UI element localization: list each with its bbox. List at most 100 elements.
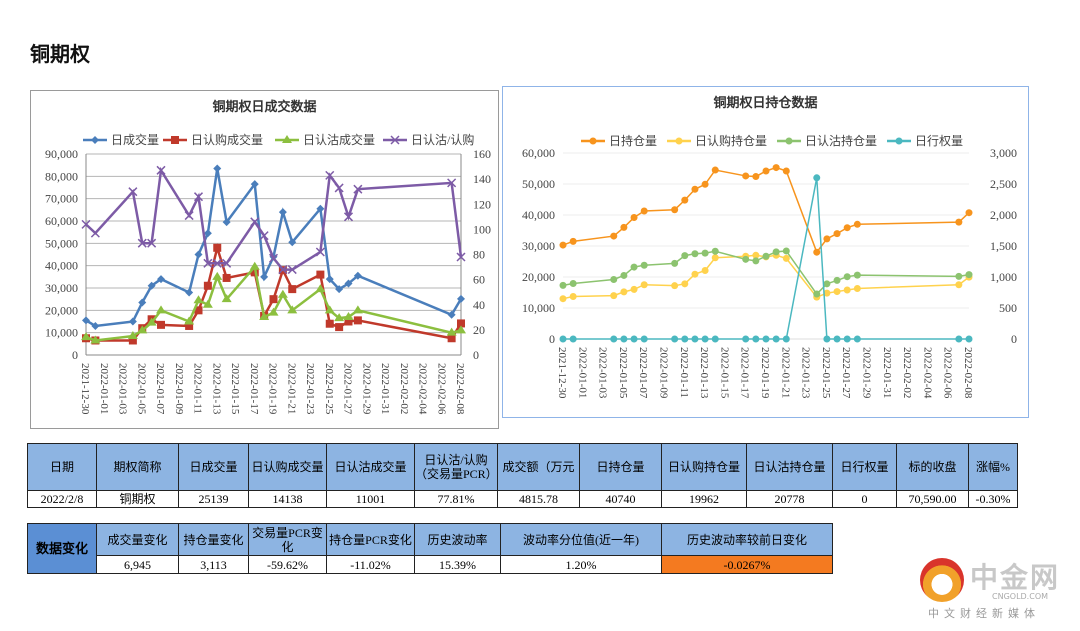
table2-headers-cell: 持仓量变化 bbox=[178, 523, 249, 556]
data-point bbox=[620, 335, 628, 343]
data-point bbox=[630, 263, 638, 271]
x-tick-label: 2022-01-01 bbox=[576, 347, 588, 398]
table2-row-cell: 6,945 bbox=[96, 555, 179, 574]
table1-headers-cell: 日认沽持仓量 bbox=[746, 443, 833, 491]
data-point bbox=[213, 164, 222, 173]
data-point bbox=[324, 305, 335, 314]
x-tick-label: 2022-01-23 bbox=[800, 347, 812, 399]
data-point bbox=[630, 335, 638, 343]
data-point bbox=[955, 218, 963, 226]
data-point bbox=[965, 335, 973, 343]
data-point bbox=[334, 183, 344, 193]
page-title: 铜期权 bbox=[30, 42, 90, 66]
y-tick-label: 60,000 bbox=[522, 146, 555, 160]
x-tick-label: 2022-01-25 bbox=[323, 363, 335, 415]
data-point bbox=[352, 305, 363, 314]
y2-tick-label: 60 bbox=[473, 273, 485, 287]
daily-volume-chart: 铜期权日成交数据 0 10,000 20,000 30,000 40,000 50,000 6… bbox=[30, 90, 499, 429]
data-point bbox=[701, 266, 709, 274]
data-point bbox=[853, 220, 861, 228]
data-point bbox=[81, 332, 91, 341]
x-tick-label: 2022-01-23 bbox=[304, 363, 316, 415]
legend-marker-icon bbox=[390, 135, 400, 145]
x-tick-label: 2022-01-15 bbox=[718, 347, 730, 399]
table2-row-cell: 3,113 bbox=[178, 555, 249, 574]
y-tick-label: 20,000 bbox=[522, 270, 555, 284]
data-point bbox=[569, 293, 577, 301]
data-point bbox=[137, 238, 147, 248]
data-point bbox=[569, 280, 577, 288]
daily-summary-table: 日期 期权简称 日成交量 日认购成交量 日认沽成交量 日认沽/认购（交易量PCR） 成交额（… bbox=[27, 443, 1018, 508]
table1-headers-cell: 日认沽/认购（交易量PCR） bbox=[414, 443, 498, 491]
y-tick-label: 0 bbox=[72, 348, 78, 362]
table1-row-cell: 11001 bbox=[326, 490, 415, 508]
data-point bbox=[823, 335, 831, 343]
data-point bbox=[157, 275, 165, 284]
data-point bbox=[711, 254, 719, 262]
data-point bbox=[250, 217, 260, 227]
data-point bbox=[222, 258, 232, 268]
table1-row-cell: 20778 bbox=[746, 490, 833, 508]
data-point bbox=[691, 335, 699, 343]
legend-marker-icon bbox=[282, 135, 292, 143]
legend-marker-icon bbox=[91, 136, 99, 144]
y2-tick-label: 40 bbox=[473, 298, 485, 312]
data-change-table: 数据变化 成交量变化 持仓量变化 交易量PCR变化 持仓量PCR变化 历史波动率 波动率分位… bbox=[27, 523, 833, 574]
legend-marker-icon bbox=[589, 137, 597, 145]
table1-row-cell: -0.30% bbox=[968, 490, 1018, 508]
data-point bbox=[128, 336, 137, 345]
y2-tick-label: 3,000 bbox=[990, 146, 1017, 160]
data-point bbox=[325, 319, 334, 328]
data-point bbox=[843, 273, 851, 281]
x-tick-label: 2022-02-02 bbox=[901, 347, 913, 398]
data-point bbox=[620, 271, 628, 279]
data-point bbox=[157, 320, 165, 329]
data-point bbox=[203, 281, 212, 290]
table1-headers-cell: 日持仓量 bbox=[579, 443, 662, 491]
data-point bbox=[156, 305, 166, 314]
data-point bbox=[156, 165, 166, 175]
data-point bbox=[813, 174, 821, 182]
data-point bbox=[752, 335, 760, 343]
x-tick-label: 2022-01-07 bbox=[637, 347, 649, 399]
data-point bbox=[90, 228, 100, 238]
table2-row-cell: 15.39% bbox=[414, 555, 501, 574]
data-point bbox=[335, 285, 344, 294]
x-tick-label: 2022-01-09 bbox=[658, 347, 670, 399]
data-point bbox=[813, 248, 821, 256]
data-point bbox=[752, 257, 760, 265]
data-point bbox=[344, 279, 353, 288]
legend-label: 日认沽成交量 bbox=[303, 132, 375, 147]
data-point bbox=[221, 294, 232, 303]
legend-marker-icon bbox=[675, 137, 683, 145]
table1-row-cell: 77.81% bbox=[414, 490, 498, 508]
data-point bbox=[260, 272, 269, 281]
table1-row-cell: 25139 bbox=[178, 490, 249, 508]
legend-label: 日行权量 bbox=[915, 134, 963, 148]
data-point bbox=[772, 335, 780, 343]
x-tick-label: 2022-01-29 bbox=[861, 347, 873, 399]
table2-row-cell: 1.20% bbox=[500, 555, 662, 574]
legend-marker-icon bbox=[895, 137, 903, 145]
logo-icon bbox=[920, 558, 964, 602]
data-point bbox=[671, 206, 679, 214]
data-point bbox=[447, 334, 456, 343]
data-point bbox=[343, 212, 354, 222]
data-point bbox=[569, 237, 577, 245]
data-point bbox=[353, 184, 363, 194]
data-point bbox=[456, 325, 466, 334]
legend-label: 日认沽/认购 bbox=[411, 132, 474, 147]
table1-headers-cell: 期权简称 bbox=[96, 443, 179, 491]
x-tick-label: 2022-02-06 bbox=[942, 347, 954, 399]
x-tick-label: 2022-02-08 bbox=[962, 347, 974, 399]
y2-tick-label: 100 bbox=[473, 222, 491, 236]
table1-headers-cell: 日认购持仓量 bbox=[661, 443, 747, 491]
data-point bbox=[353, 316, 362, 325]
y2-tick-label: 160 bbox=[473, 147, 491, 161]
x-tick-label: 2022-01-11 bbox=[192, 363, 204, 414]
data-point bbox=[630, 213, 638, 221]
legend-marker-icon bbox=[171, 136, 179, 144]
data-point bbox=[762, 167, 770, 175]
data-point bbox=[315, 247, 325, 257]
y2-tick-label: 1,000 bbox=[990, 270, 1017, 284]
